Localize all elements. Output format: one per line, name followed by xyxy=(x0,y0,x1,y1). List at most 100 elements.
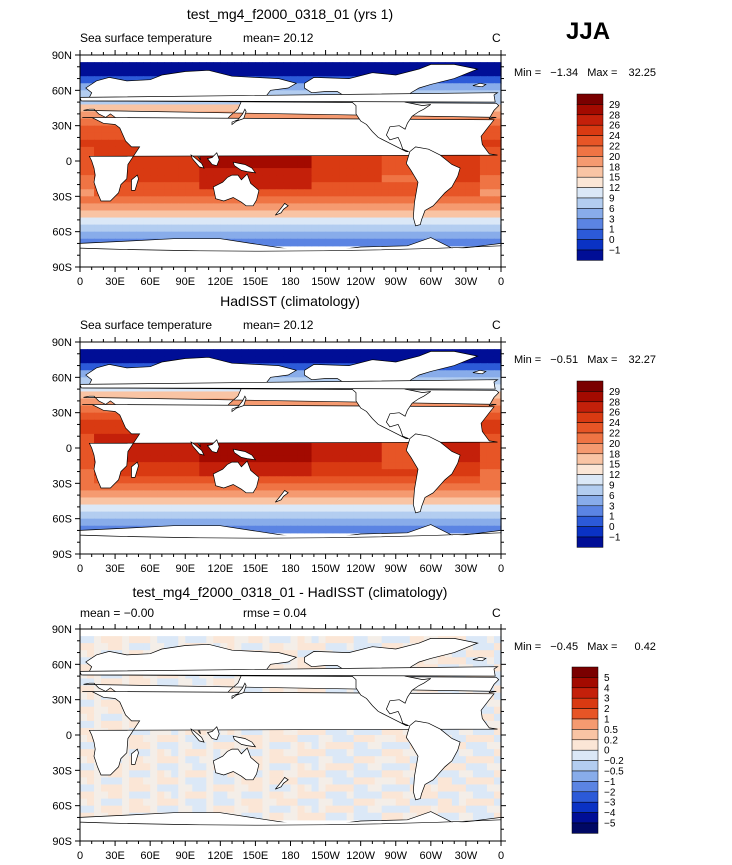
colorbar-label: 15 xyxy=(609,460,621,471)
colorbar-label: 0 xyxy=(604,746,610,757)
landmass xyxy=(304,64,479,152)
panel-2-min-max: Min = −0.51 Max = 32.27 xyxy=(514,354,656,366)
colorbar-label: −2 xyxy=(604,787,616,798)
lon-tick-label: 120W xyxy=(346,563,375,575)
colorbar-label: 1 xyxy=(609,225,615,236)
colorbar-label: 24 xyxy=(609,131,621,142)
lat-tick-label: 30S xyxy=(52,191,72,203)
lon-tick-label: 90E xyxy=(175,563,195,575)
colorbar-swatch xyxy=(576,166,604,178)
landmass xyxy=(275,776,289,790)
panel-3-rmse-label: rmse = 0.04 xyxy=(243,606,307,620)
colorbar-swatch xyxy=(576,145,604,157)
map-panel-2: 90N 60N 30N 0 30S 60S 90S 0 30E 60E 90E 120E 150E 180… xyxy=(52,337,506,575)
panel-2-max-value: 32.27 xyxy=(628,354,657,366)
lon-tick-label: 150E xyxy=(243,276,269,288)
colorbar-swatch xyxy=(576,495,604,507)
lon-tick-label: 90W xyxy=(384,276,407,288)
lon-tick-label: 60W xyxy=(420,276,443,288)
colorbar-label: 18 xyxy=(609,162,621,173)
panel-1-title: test_mg4_f2000_0318_01 (yrs 1) xyxy=(186,6,394,22)
colorbar-label: 28 xyxy=(609,397,621,408)
colorbar-label: 0 xyxy=(609,235,615,246)
panel-3-min-label: Min = xyxy=(514,641,542,653)
colorbar-swatch xyxy=(576,474,604,486)
colorbar-swatch xyxy=(571,822,599,834)
lon-tick-label: 150E xyxy=(243,563,269,575)
colorbar-swatch xyxy=(576,249,604,261)
colorbar-label: 9 xyxy=(609,481,615,492)
lat-tick-label: 90S xyxy=(52,549,72,561)
panel-1-min-value: −1.34 xyxy=(550,67,579,79)
colorbar-label: 0.5 xyxy=(604,725,618,736)
colorbar-swatch xyxy=(576,401,604,413)
colorbar-swatch xyxy=(576,228,604,240)
lon-tick-label: 90W xyxy=(384,563,407,575)
colorbar-swatch xyxy=(571,718,599,730)
colorbar-label: 1 xyxy=(609,512,615,523)
lon-tick-label: 0 xyxy=(77,850,83,862)
colorbar-label: −5 xyxy=(604,819,616,830)
colorbar-label: 6 xyxy=(609,491,615,502)
colorbar-swatch xyxy=(571,781,599,793)
landmass xyxy=(472,369,487,375)
panel-3-max-label: Max = xyxy=(587,641,618,653)
colorbar-label: 18 xyxy=(609,449,621,460)
colorbar-swatch xyxy=(571,812,599,824)
landmass xyxy=(304,638,479,726)
lon-tick-label: 60W xyxy=(420,563,443,575)
colorbar-label: 15 xyxy=(609,173,621,184)
colorbar-label: 28 xyxy=(609,110,621,121)
landmass xyxy=(190,154,205,169)
colorbar-swatch xyxy=(571,708,599,720)
lat-tick-label: 0 xyxy=(66,730,72,742)
landmass xyxy=(190,441,205,456)
landmass xyxy=(190,728,205,743)
landmass xyxy=(79,379,499,390)
lon-tick-label: 120W xyxy=(346,850,375,862)
colorbar-swatch xyxy=(576,443,604,455)
landmass xyxy=(82,691,498,776)
colorbar-label: 26 xyxy=(609,121,621,132)
landmass xyxy=(79,92,499,103)
lat-tick-label: 60N xyxy=(52,85,72,97)
lon-tick-label: 30E xyxy=(105,850,125,862)
landmass xyxy=(212,460,260,494)
panel-2-title: HadISST (climatology) xyxy=(220,293,360,309)
lon-tick-label: 0 xyxy=(498,563,504,575)
colorbar-label: 3 xyxy=(604,694,610,705)
lat-tick-label: 30S xyxy=(52,765,72,777)
colorbar-label: 29 xyxy=(609,100,621,111)
colorbar-swatch xyxy=(576,526,604,538)
colorbar-swatch xyxy=(571,770,599,782)
colorbar-swatch xyxy=(576,124,604,136)
lat-tick-label: 0 xyxy=(66,443,72,455)
colorbar-swatch xyxy=(576,135,604,147)
colorbar-label: 3 xyxy=(609,214,615,225)
season-label: JJA xyxy=(566,18,611,45)
lon-tick-label: 30W xyxy=(455,850,478,862)
lon-tick-label: 0 xyxy=(77,563,83,575)
panel-1-max-value: 32.25 xyxy=(628,67,657,79)
lat-tick-label: 60S xyxy=(52,514,72,526)
landmass xyxy=(232,161,257,174)
colorbar-label: −0.5 xyxy=(604,767,624,778)
colorbar-swatch xyxy=(576,218,604,230)
colorbar-swatch xyxy=(576,114,604,126)
landmass xyxy=(232,448,257,461)
map-panel-3: 90N 60N 30N 0 30S 60S 90S 0 30E 60E 90E 120E 150E 180… xyxy=(52,624,506,862)
lon-tick-label: 120E xyxy=(207,276,233,288)
lat-tick-label: 90S xyxy=(52,836,72,848)
landmass xyxy=(212,747,260,781)
landmass xyxy=(131,748,139,765)
lon-tick-label: 0 xyxy=(498,276,504,288)
lat-tick-label: 60N xyxy=(52,659,72,671)
lon-tick-label: 60E xyxy=(140,850,160,862)
lat-tick-label: 60S xyxy=(52,801,72,813)
panel-3-min-value: −0.45 xyxy=(550,641,579,653)
lat-tick-label: 60N xyxy=(52,372,72,384)
colorbar-label: −3 xyxy=(604,798,616,809)
panel-2-min-label: Min = xyxy=(514,354,542,366)
colorbar-label: 1 xyxy=(604,715,610,726)
